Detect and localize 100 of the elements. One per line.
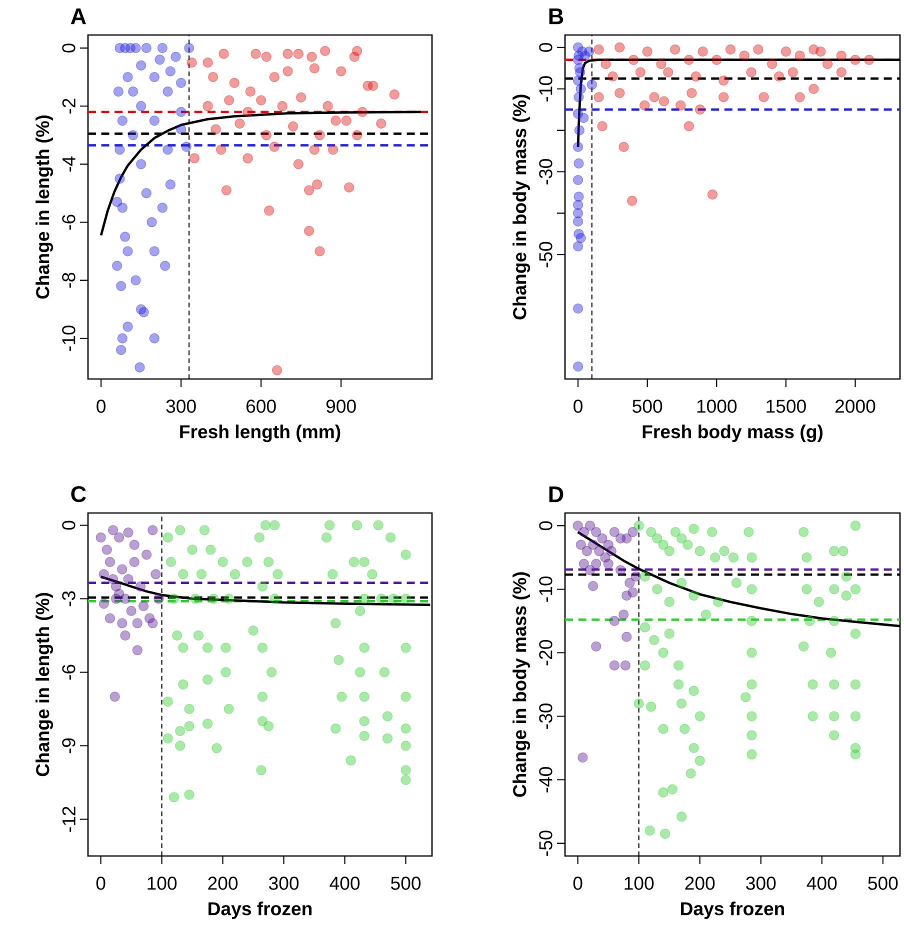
chart-title: C xyxy=(71,486,86,502)
point xyxy=(344,182,354,192)
point xyxy=(376,118,386,129)
x-tick-label: 0 xyxy=(574,400,582,413)
point xyxy=(261,130,272,140)
point xyxy=(597,121,608,132)
point xyxy=(698,46,708,57)
y-tick-label: -6 xyxy=(62,214,76,230)
point xyxy=(116,281,126,292)
y-tick-label: 0 xyxy=(539,42,552,52)
point xyxy=(624,578,635,588)
point xyxy=(712,54,722,65)
point xyxy=(572,303,584,314)
point xyxy=(149,333,160,344)
point xyxy=(594,44,604,55)
point xyxy=(572,241,584,252)
point xyxy=(618,142,629,152)
y-tick-label: 0 xyxy=(539,521,552,530)
point xyxy=(328,144,338,155)
point xyxy=(686,88,697,98)
point xyxy=(149,246,160,256)
point xyxy=(341,116,352,126)
point xyxy=(630,571,641,582)
point xyxy=(245,86,256,97)
x-tick-label: 900 xyxy=(326,400,356,413)
point xyxy=(627,196,638,206)
y-tick-label: -30 xyxy=(539,704,552,729)
point xyxy=(96,532,106,543)
point xyxy=(104,556,116,568)
point xyxy=(123,528,134,538)
point xyxy=(572,142,584,152)
point xyxy=(256,95,266,106)
point xyxy=(574,158,584,169)
point xyxy=(132,618,142,628)
point xyxy=(170,52,181,62)
point xyxy=(309,63,320,74)
point xyxy=(176,124,186,134)
point xyxy=(690,71,701,82)
y-axis-title: Change in length (%) xyxy=(36,115,54,299)
point xyxy=(780,46,792,57)
y-tick-label: -10 xyxy=(539,576,552,602)
y-tick-label: -10 xyxy=(62,326,76,351)
point xyxy=(609,616,620,626)
point xyxy=(288,121,298,132)
point xyxy=(146,217,157,228)
point xyxy=(141,188,152,198)
point xyxy=(850,54,860,65)
x-tick-label: 300 xyxy=(166,400,196,413)
point xyxy=(389,89,400,100)
chart-title: A xyxy=(70,8,86,24)
point xyxy=(160,260,170,271)
y-tick-label: -40 xyxy=(539,767,552,792)
point xyxy=(264,206,274,216)
point xyxy=(296,92,306,102)
x-tick-label: 500 xyxy=(868,876,898,890)
point xyxy=(304,226,314,236)
point xyxy=(368,80,378,91)
point xyxy=(707,189,718,200)
chart-title: D xyxy=(549,486,564,502)
x-tick-label: 300 xyxy=(746,876,776,890)
point xyxy=(576,84,586,94)
point xyxy=(149,116,160,126)
point xyxy=(574,125,584,136)
point xyxy=(649,92,660,102)
point xyxy=(794,50,805,61)
point xyxy=(588,540,598,550)
point xyxy=(181,142,192,152)
point xyxy=(116,344,126,356)
point xyxy=(656,58,666,70)
point xyxy=(165,66,176,76)
point xyxy=(122,72,133,82)
point xyxy=(576,540,586,550)
point xyxy=(640,100,650,111)
point xyxy=(822,58,833,70)
point xyxy=(129,556,140,568)
point xyxy=(157,202,168,213)
point xyxy=(600,58,611,70)
point xyxy=(113,86,124,97)
point xyxy=(269,142,280,152)
point xyxy=(578,558,589,569)
point xyxy=(114,174,125,184)
y-tick-label: -50 xyxy=(539,242,552,268)
x-tick-label: 0 xyxy=(573,876,582,890)
point xyxy=(758,92,769,102)
point xyxy=(864,54,874,65)
y-axis-title: Change in body mass (%) xyxy=(512,572,530,797)
y-axis-title: Change in body mass (%) xyxy=(512,94,530,320)
y-tick-label: 0 xyxy=(62,520,76,530)
point xyxy=(98,569,109,580)
point xyxy=(112,260,122,271)
point xyxy=(622,632,632,642)
x-tick-label: 400 xyxy=(806,876,837,890)
point xyxy=(130,42,141,54)
point xyxy=(150,569,161,580)
point xyxy=(615,565,626,576)
point xyxy=(609,660,620,671)
point xyxy=(120,594,130,604)
point xyxy=(576,233,586,244)
x-tick-label: 0 xyxy=(96,876,106,890)
point xyxy=(816,46,826,57)
